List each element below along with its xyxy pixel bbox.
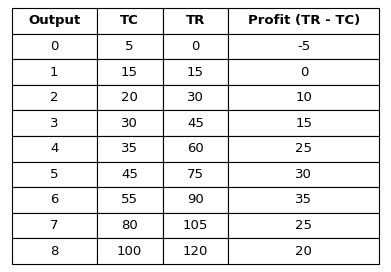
Bar <box>97 59 163 85</box>
Bar <box>163 213 228 238</box>
Text: 55: 55 <box>121 193 138 206</box>
Text: 30: 30 <box>121 117 138 130</box>
Bar <box>12 238 97 264</box>
Text: 90: 90 <box>187 193 204 206</box>
Text: 15: 15 <box>187 66 204 79</box>
Bar <box>97 85 163 110</box>
Bar <box>163 34 228 59</box>
Bar <box>12 162 97 187</box>
Bar <box>12 34 97 59</box>
Text: 20: 20 <box>296 245 312 258</box>
Bar <box>228 187 379 213</box>
Text: -5: -5 <box>297 40 310 53</box>
Text: 45: 45 <box>187 117 204 130</box>
Bar <box>97 34 163 59</box>
Text: 20: 20 <box>121 91 138 104</box>
Text: 3: 3 <box>50 117 58 130</box>
Text: 4: 4 <box>50 142 58 155</box>
Text: Profit (TR - TC): Profit (TR - TC) <box>248 14 360 27</box>
Text: 5: 5 <box>50 168 58 181</box>
Bar <box>12 136 97 162</box>
Text: 75: 75 <box>187 168 204 181</box>
Bar <box>97 187 163 213</box>
Text: 1: 1 <box>50 66 58 79</box>
Text: 30: 30 <box>296 168 312 181</box>
Bar <box>228 162 379 187</box>
Text: 25: 25 <box>295 219 312 232</box>
Text: 35: 35 <box>121 142 138 155</box>
Bar <box>163 238 228 264</box>
Text: 25: 25 <box>295 142 312 155</box>
Text: 15: 15 <box>121 66 138 79</box>
Bar <box>97 213 163 238</box>
Text: TR: TR <box>186 14 205 27</box>
Bar <box>163 8 228 34</box>
Text: 0: 0 <box>50 40 58 53</box>
Bar <box>97 136 163 162</box>
Bar <box>12 59 97 85</box>
Text: 10: 10 <box>296 91 312 104</box>
Bar <box>12 187 97 213</box>
Bar <box>228 136 379 162</box>
Text: 6: 6 <box>50 193 58 206</box>
Bar <box>228 59 379 85</box>
Bar <box>228 110 379 136</box>
Text: 2: 2 <box>50 91 58 104</box>
Bar <box>97 162 163 187</box>
Bar <box>228 213 379 238</box>
Bar <box>163 187 228 213</box>
Bar <box>97 110 163 136</box>
Text: 0: 0 <box>300 66 308 79</box>
Text: Output: Output <box>28 14 80 27</box>
Bar <box>163 85 228 110</box>
Bar <box>228 85 379 110</box>
Text: 7: 7 <box>50 219 58 232</box>
Text: 100: 100 <box>117 245 142 258</box>
Text: TC: TC <box>120 14 139 27</box>
Text: 35: 35 <box>295 193 312 206</box>
Text: 5: 5 <box>125 40 134 53</box>
Bar <box>163 162 228 187</box>
Bar <box>228 8 379 34</box>
Text: 8: 8 <box>50 245 58 258</box>
Bar <box>12 8 97 34</box>
Bar <box>12 213 97 238</box>
Bar <box>163 136 228 162</box>
Text: 0: 0 <box>191 40 200 53</box>
Bar <box>163 110 228 136</box>
Text: 45: 45 <box>121 168 138 181</box>
Bar <box>12 85 97 110</box>
Text: 80: 80 <box>121 219 138 232</box>
Bar <box>163 59 228 85</box>
Bar <box>228 238 379 264</box>
Bar <box>12 110 97 136</box>
Text: 30: 30 <box>187 91 204 104</box>
Text: 60: 60 <box>187 142 204 155</box>
Text: 15: 15 <box>295 117 312 130</box>
Text: 105: 105 <box>183 219 208 232</box>
Bar <box>228 34 379 59</box>
Text: 120: 120 <box>183 245 208 258</box>
Bar <box>97 238 163 264</box>
Bar <box>97 8 163 34</box>
